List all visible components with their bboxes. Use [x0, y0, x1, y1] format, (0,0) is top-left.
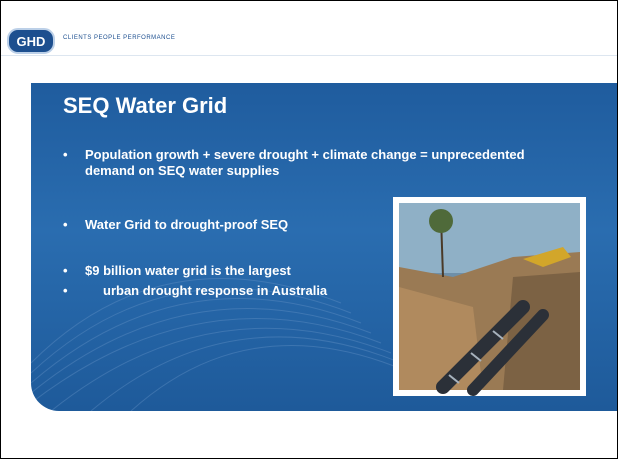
- bullet: Population growth + severe drought + cli…: [63, 147, 543, 179]
- photo: [393, 197, 586, 396]
- bullet-text: urban drought response in Australia: [63, 283, 327, 299]
- logo: GHD: [7, 28, 55, 54]
- bullet: $9 billion water grid is the largest: [63, 263, 291, 279]
- tagline: CLIENTS PEOPLE PERFORMANCE: [63, 35, 175, 41]
- photo-image: [393, 197, 586, 396]
- slide: GHD CLIENTS PEOPLE PERFORMANCE SEQ Water…: [0, 0, 618, 459]
- bullet-text: $9 billion water grid is the largest: [63, 263, 291, 279]
- bullet-text: Water Grid to drought-proof SEQ: [63, 217, 288, 233]
- bullet: urban drought response in Australia: [63, 283, 327, 299]
- bullet-text: Population growth + severe drought + cli…: [63, 147, 543, 179]
- bullet: Water Grid to drought-proof SEQ: [63, 217, 288, 233]
- header-rule: [1, 55, 617, 56]
- slide-title: SEQ Water Grid: [63, 93, 227, 119]
